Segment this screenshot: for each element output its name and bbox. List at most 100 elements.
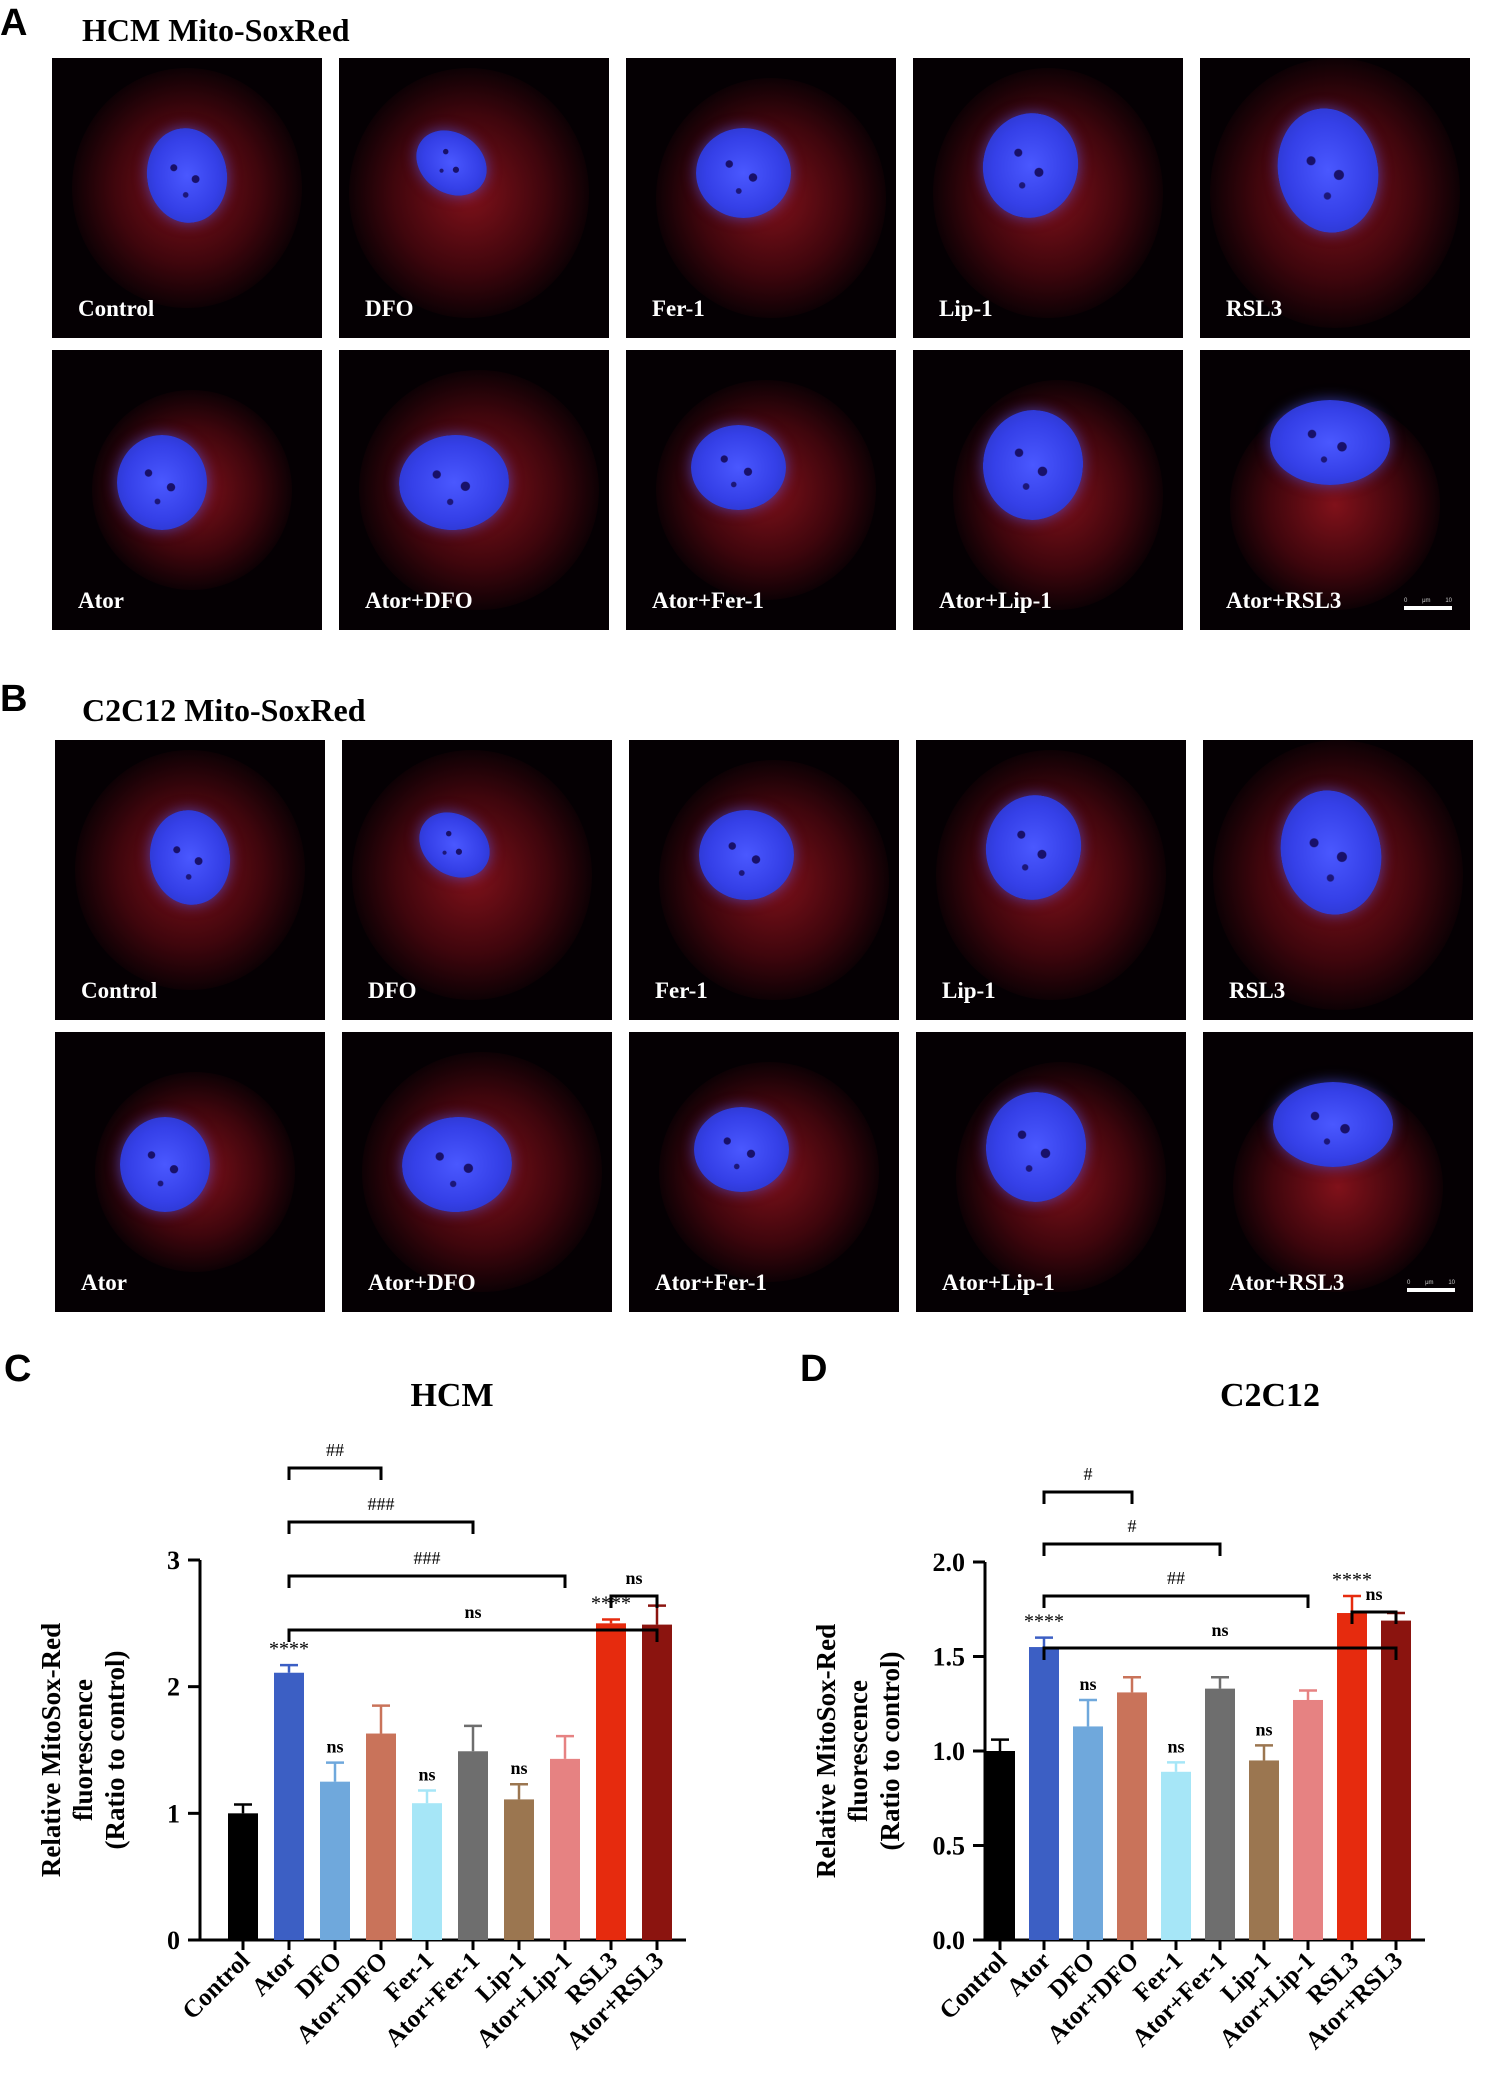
nucleus-stain <box>1270 400 1390 485</box>
nucleus-stain <box>699 810 794 900</box>
y-tick-label: 0 <box>167 1926 180 1955</box>
c2c12-image-tile: Ator <box>55 1032 325 1312</box>
y-axis-label: Relative MitoSox-Redfluorescence(Ratio t… <box>811 1624 905 1878</box>
comparison-bracket <box>287 1520 475 1534</box>
c2c12-image-tile: Ator+DFO <box>342 1032 612 1312</box>
comparison-label: ns <box>464 1602 481 1622</box>
c2c12-image-tile: Lip-1 <box>916 740 1186 1020</box>
comparison-label: ## <box>1167 1568 1185 1588</box>
bar <box>1029 1647 1059 1940</box>
comparison-bracket <box>287 1466 383 1480</box>
tile-label: Ator+RSL3 <box>1229 1270 1345 1295</box>
c2c12-image-tile: Control <box>55 740 325 1020</box>
comparison-label: ns <box>1211 1620 1228 1640</box>
panel-a-title: HCM Mito-SoxRed <box>82 12 350 48</box>
tile-label: Control <box>78 296 155 321</box>
bar <box>1117 1692 1147 1940</box>
panel-letter-c: C <box>4 1348 32 1390</box>
x-tick-label: Ator <box>247 1947 301 2001</box>
tile-label: DFO <box>365 296 414 321</box>
significance-mark: ns <box>326 1737 343 1757</box>
comparison-bracket <box>287 1628 659 1642</box>
panel-letter-a: A <box>0 2 28 44</box>
tile-label: Ator <box>78 588 124 613</box>
scale-bar-text: 0 μm 10 <box>1404 598 1452 604</box>
bar <box>320 1781 350 1940</box>
significance-mark: ns <box>1079 1674 1096 1694</box>
nucleus-stain <box>1273 1082 1393 1167</box>
y-tick-label: 1 <box>167 1799 180 1828</box>
bar <box>1249 1760 1279 1940</box>
significance-mark: **** <box>1332 1569 1372 1591</box>
significance-mark: **** <box>269 1638 309 1660</box>
comparison-bracket <box>1350 1610 1398 1624</box>
c2c12-image-tile: DFO <box>342 740 612 1020</box>
chart-title: C2C12 <box>1220 1377 1320 1414</box>
tile-label: Ator+Fer-1 <box>652 588 764 613</box>
c2c12-image-tile: Ator+Fer-1 <box>629 1032 899 1312</box>
bar <box>985 1751 1015 1940</box>
hcm-image-tile: Ator+Lip-1 <box>913 350 1183 630</box>
comparison-bracket <box>287 1574 567 1588</box>
significance-mark: ns <box>1167 1736 1184 1756</box>
bar <box>1073 1726 1103 1940</box>
c2c12-bar-chart: C2C12 Relative MitoSox-Redfluorescence(Ra… <box>811 1377 1425 2055</box>
tile-label: Ator+DFO <box>368 1270 476 1295</box>
tile-label: Ator <box>81 1270 127 1295</box>
tile-label: Control <box>81 978 158 1003</box>
bar <box>596 1623 626 1940</box>
tile-label: Ator+Fer-1 <box>655 1270 767 1295</box>
tile-label: RSL3 <box>1226 296 1283 321</box>
bar <box>642 1624 672 1940</box>
bar <box>412 1803 442 1940</box>
y-tick-label: 2 <box>167 1673 180 1702</box>
bar <box>1161 1771 1191 1940</box>
x-tick-label: Ator <box>1002 1947 1056 2001</box>
hcm-image-tile: Lip-1 <box>913 58 1183 338</box>
bar <box>366 1733 396 1940</box>
significance-mark: ns <box>418 1765 435 1785</box>
significance-mark: **** <box>1024 1611 1064 1633</box>
bar <box>1293 1699 1323 1940</box>
x-tick-label: Control <box>178 1947 256 2025</box>
nucleus-stain <box>691 425 786 510</box>
comparison-bracket <box>1042 1542 1222 1556</box>
x-tick-label: Control <box>935 1947 1013 2025</box>
y-tick-label: 1.5 <box>933 1643 966 1672</box>
tile-label: Fer-1 <box>655 978 708 1003</box>
significance-mark: ns <box>510 1758 527 1778</box>
c2c12-image-tile: Ator+RSL3 0 μm 10 <box>1203 1032 1473 1312</box>
c2c12-image-grid: Control DFO Fer-1 Lip-1 RSL3 Ator Ator+DFO Ator… <box>55 740 1473 1312</box>
comparison-label: ns <box>1365 1584 1382 1604</box>
comparison-label: ns <box>625 1568 642 1588</box>
tile-label: Ator+Lip-1 <box>942 1270 1055 1295</box>
bar <box>1205 1688 1235 1940</box>
hcm-image-tile: Fer-1 <box>626 58 896 338</box>
tile-label: Lip-1 <box>942 978 996 1003</box>
y-tick-label: 0.5 <box>933 1832 966 1861</box>
scale-bar <box>1407 1288 1455 1292</box>
comparison-label: # <box>1084 1464 1093 1484</box>
bar <box>504 1799 534 1940</box>
tile-label: Ator+Lip-1 <box>939 588 1052 613</box>
panel-letter-d: D <box>800 1348 828 1390</box>
y-tick-label: 1.0 <box>933 1737 966 1766</box>
tile-label: Lip-1 <box>939 296 993 321</box>
c2c12-image-tile: Fer-1 <box>629 740 899 1020</box>
y-tick-label: 2.0 <box>933 1548 966 1577</box>
bar <box>274 1672 304 1940</box>
hcm-bar-chart: HCM Relative MitoSox-Redfluorescence(Rati… <box>36 1377 686 2055</box>
tile-label: RSL3 <box>1229 978 1286 1003</box>
scale-bar <box>1404 606 1452 610</box>
nucleus-stain <box>120 1117 210 1212</box>
tile-label: DFO <box>368 978 417 1003</box>
bar <box>550 1758 580 1940</box>
hcm-image-grid: Control DFO Fer-1 Lip-1 RSL3 Ator Ator+DFO Ator… <box>52 58 1470 630</box>
bar <box>458 1751 488 1940</box>
comparison-label: ### <box>414 1548 441 1568</box>
comparison-bracket <box>1042 1594 1310 1608</box>
comparison-bracket <box>1042 1646 1398 1660</box>
y-tick-label: 3 <box>167 1546 180 1575</box>
panel-letter-b: B <box>0 678 28 720</box>
nucleus-stain <box>694 1107 789 1192</box>
